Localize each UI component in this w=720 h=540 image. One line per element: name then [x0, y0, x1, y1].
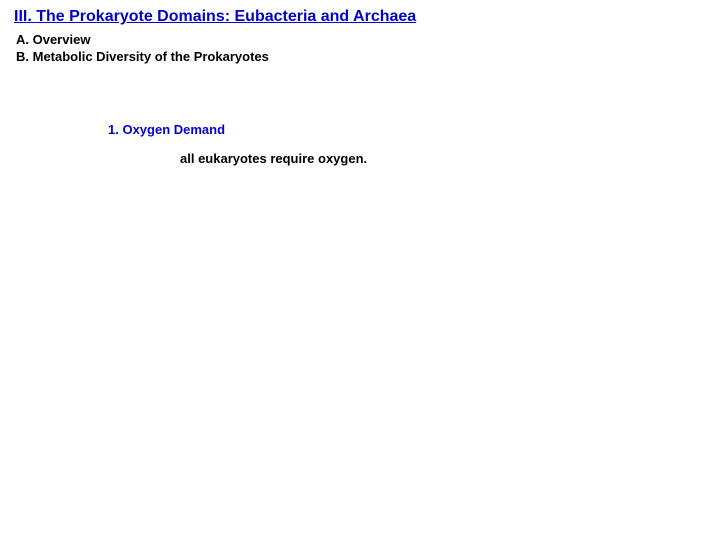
- section-heading: III. The Prokaryote Domains: Eubacteria …: [14, 8, 706, 26]
- list-item-1: 1. Oxygen Demand: [108, 122, 706, 137]
- body-text: all eukaryotes require oxygen.: [180, 151, 706, 166]
- subheading-b: B. Metabolic Diversity of the Prokaryote…: [16, 49, 706, 64]
- subheading-a: A. Overview: [16, 32, 706, 47]
